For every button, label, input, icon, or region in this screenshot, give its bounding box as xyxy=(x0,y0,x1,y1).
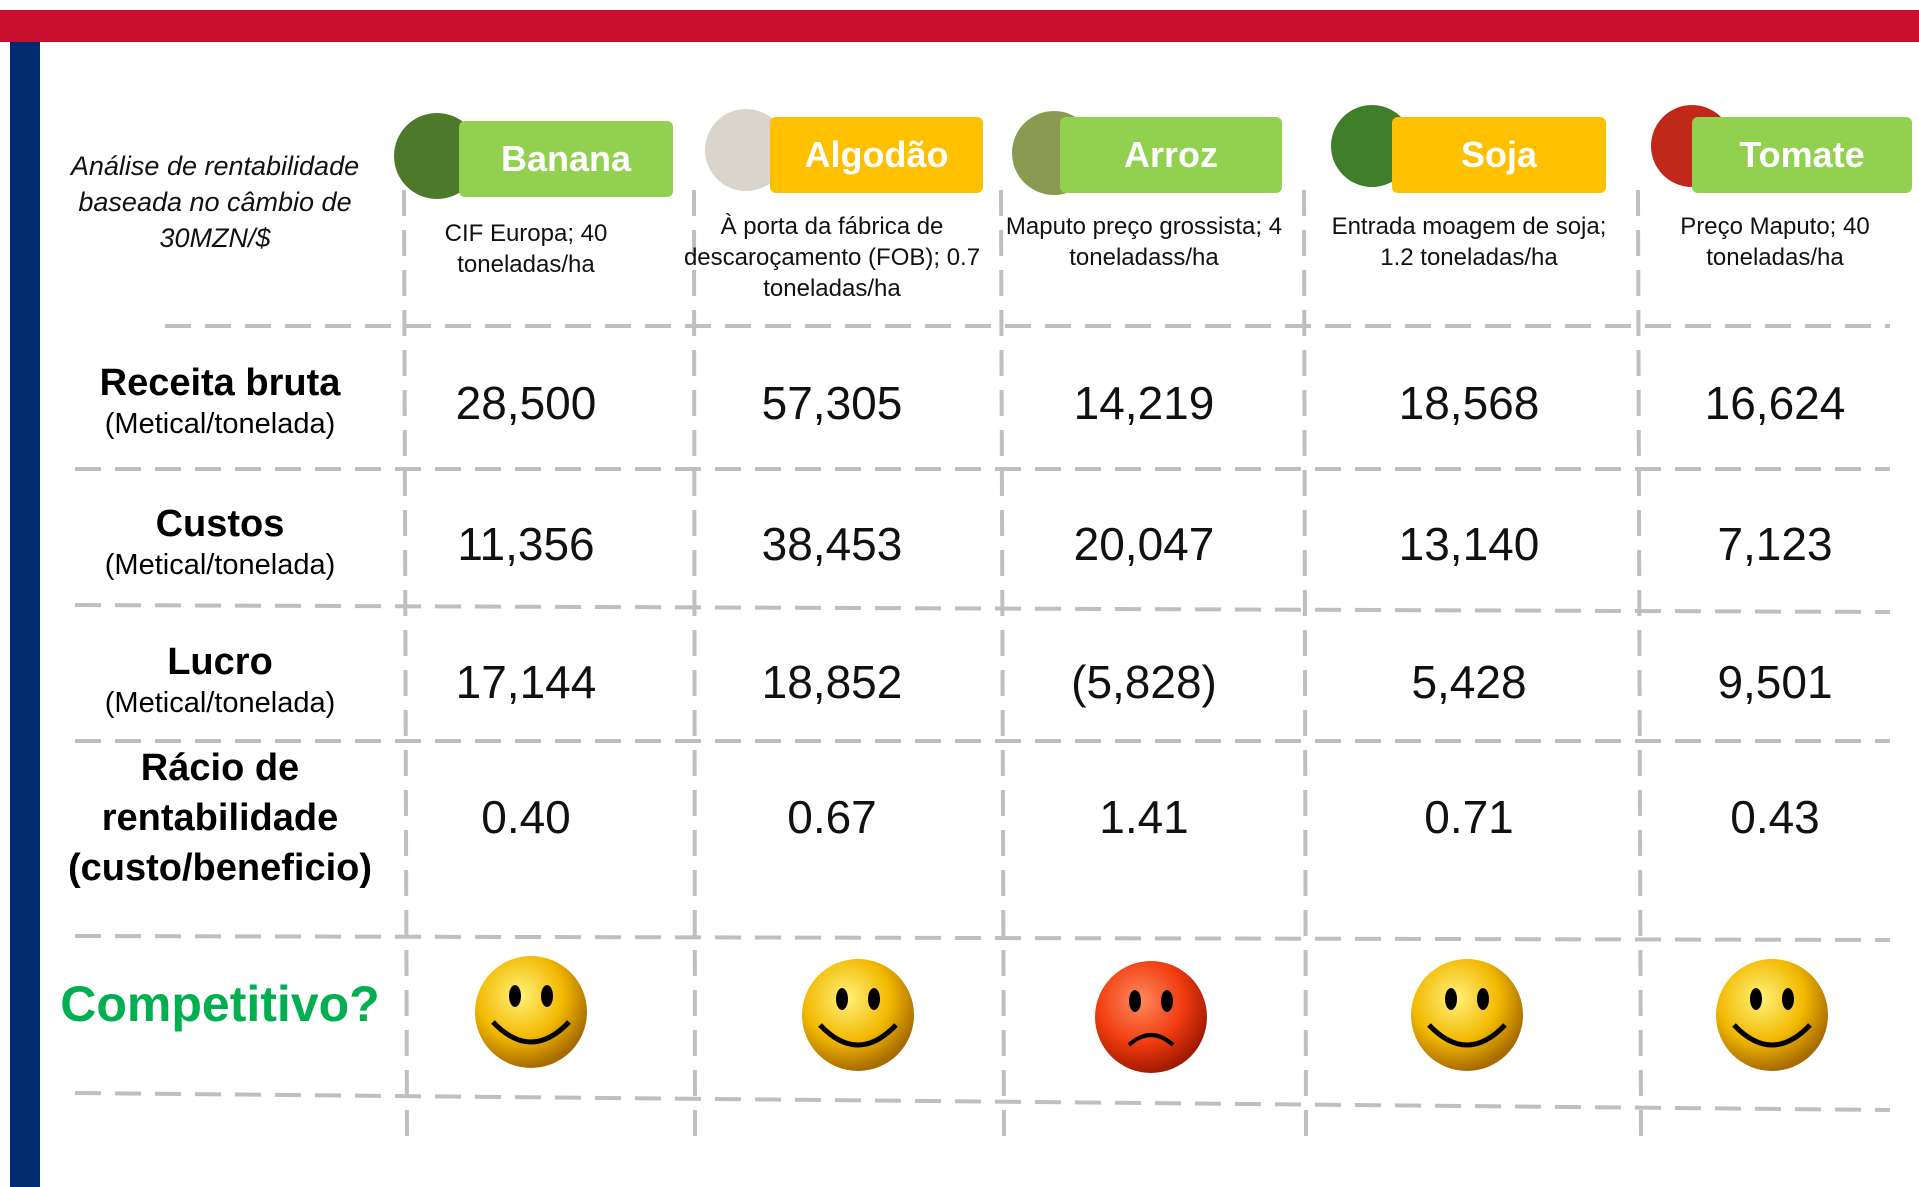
column-note: Preço Maputo; 40 toneladas/ha xyxy=(1680,213,1870,271)
row-unit: (Metical/tonelada) xyxy=(104,687,336,719)
verdict-label: Competitivo? xyxy=(60,976,380,1032)
cell-value: 38,453 xyxy=(761,518,903,570)
cell-value: 18,568 xyxy=(1398,377,1540,429)
column-note: À porta da fábrica de descaroçamento (FO… xyxy=(683,213,981,302)
row-label: Custos (Metical/tonelada) xyxy=(40,499,400,582)
smileys xyxy=(475,956,1828,1075)
column-header: Tomate xyxy=(1692,117,1912,193)
cell-value: 13,140 xyxy=(1398,518,1540,570)
row-title: Custos xyxy=(155,503,285,545)
column-note: CIF Europa; 40 toneladas/ha xyxy=(444,220,608,278)
column-note: Entrada moagem de soja; 1.2 toneladas/ha xyxy=(1331,213,1607,271)
cell-value: 17,144 xyxy=(455,656,597,708)
cell-value: 7,123 xyxy=(1717,518,1833,570)
cell-value: 0.71 xyxy=(1424,791,1514,843)
row-unit: (Metical/tonelada) xyxy=(104,549,336,581)
row-label: Receita bruta (Metical/tonelada) xyxy=(40,358,400,441)
cell-value: 0.67 xyxy=(787,791,877,843)
row-label: Lucro (Metical/tonelada) xyxy=(40,637,400,720)
row-unit: (Metical/tonelada) xyxy=(104,408,336,440)
row-title: Receita bruta xyxy=(99,362,341,404)
column-header: Algodão xyxy=(770,117,983,193)
column-header: Arroz xyxy=(1060,117,1282,193)
cell-value: 0.43 xyxy=(1730,791,1820,843)
row-title: Lucro xyxy=(167,641,273,683)
cell-value: 57,305 xyxy=(761,377,903,429)
cell-value: 16,624 xyxy=(1704,377,1846,429)
cell-value: 14,219 xyxy=(1073,377,1215,429)
cell-value: 5,428 xyxy=(1411,656,1527,708)
column-header: Banana xyxy=(459,121,673,197)
column-header: Soja xyxy=(1392,117,1606,193)
row-label: Rácio de rentabilidade (custo/beneficio) xyxy=(40,743,400,893)
cell-value: 18,852 xyxy=(761,656,903,708)
intro: Análise de rentabilidade baseada no câmb… xyxy=(70,151,360,253)
cell-value: (5,828) xyxy=(1071,656,1217,708)
cell-value: 20,047 xyxy=(1073,518,1215,570)
cell-value: 9,501 xyxy=(1717,656,1833,708)
row-title: Rácio de rentabilidade (custo/beneficio) xyxy=(67,747,373,889)
top-bar xyxy=(0,10,1919,42)
cell-value: 11,356 xyxy=(457,518,595,570)
side-bar xyxy=(10,42,40,1187)
column-note: Maputo preço grossista; 4 toneladass/ha xyxy=(1005,213,1283,271)
cell-value: 0.40 xyxy=(481,791,571,843)
cell-value: 1.41 xyxy=(1099,791,1189,843)
cell-value: 28,500 xyxy=(455,377,597,429)
